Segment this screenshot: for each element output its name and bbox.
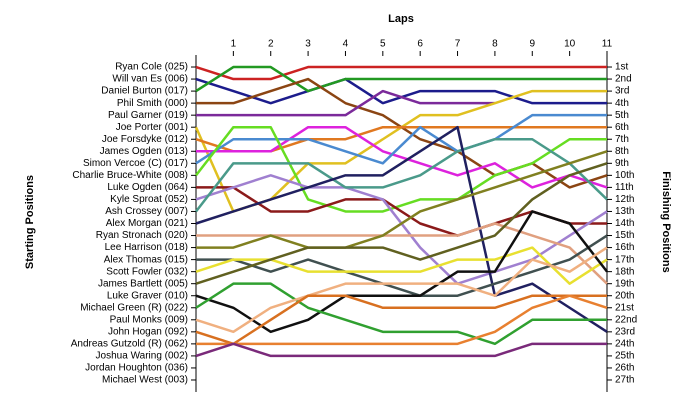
finishing-label: 2nd bbox=[615, 74, 632, 85]
starting-label: James Ogden (013) bbox=[100, 146, 188, 157]
starting-label: Phil Smith (000) bbox=[117, 98, 188, 109]
position-line bbox=[196, 125, 608, 189]
finishing-label: 5th bbox=[615, 110, 629, 121]
starting-label: Joe Forsdyke (012) bbox=[102, 134, 188, 145]
starting-label: Luke Ogden (064) bbox=[107, 182, 188, 193]
starting-label: Will van Es (006) bbox=[112, 74, 188, 85]
starting-label: Paul Garner (019) bbox=[108, 110, 188, 121]
y-axis-label-right: Finishing Positions bbox=[660, 171, 672, 272]
x-tick-label: 11 bbox=[602, 39, 613, 50]
starting-label: Simon Vercoe (C) (017) bbox=[83, 158, 188, 169]
x-tick-label: 5 bbox=[380, 39, 386, 50]
starting-label: Joe Porter (001) bbox=[116, 122, 188, 133]
starting-label: Michael Green (R) (022) bbox=[80, 302, 188, 313]
starting-label: Charlie Bruce-White (008) bbox=[72, 170, 188, 181]
position-line bbox=[195, 137, 608, 213]
position-line bbox=[195, 246, 608, 334]
finishing-label: 3rd bbox=[615, 86, 629, 97]
x-tick-label: 2 bbox=[268, 39, 274, 50]
finishing-label: 13th bbox=[615, 206, 634, 217]
starting-label: Ash Crossey (007) bbox=[105, 206, 188, 217]
position-line bbox=[196, 234, 608, 297]
finishing-label: 19th bbox=[615, 278, 634, 289]
starting-label: Alex Morgan (021) bbox=[106, 218, 188, 229]
position-line bbox=[195, 246, 608, 285]
finishing-label: 23rd bbox=[615, 326, 635, 337]
starting-label: Scott Fowler (032) bbox=[106, 266, 188, 277]
position-line bbox=[196, 222, 608, 285]
starting-label: Joshua Waring (002) bbox=[96, 351, 188, 362]
finishing-label: 6th bbox=[615, 122, 629, 133]
finishing-label: 22nd bbox=[615, 314, 637, 325]
starting-label: Paul Monks (009) bbox=[110, 314, 188, 325]
position-line bbox=[195, 210, 608, 334]
starting-label: Daniel Burton (017) bbox=[101, 86, 188, 97]
position-line bbox=[195, 113, 607, 165]
starting-label: Kyle Sproat (052) bbox=[110, 194, 188, 205]
finishing-label: 12th bbox=[615, 194, 634, 205]
finishing-label: 26th bbox=[615, 363, 634, 374]
position-line bbox=[195, 65, 607, 93]
position-line bbox=[195, 125, 608, 333]
finishing-label: 27th bbox=[615, 375, 634, 386]
x-tick-label: 4 bbox=[343, 39, 349, 50]
finishing-label: 25th bbox=[615, 351, 634, 362]
finishing-label: 16th bbox=[615, 242, 634, 253]
starting-label: Ryan Stronach (020) bbox=[96, 230, 188, 241]
starting-label: Alex Thomas (015) bbox=[104, 254, 188, 265]
finishing-label: 18th bbox=[615, 266, 634, 277]
position-line bbox=[195, 342, 607, 358]
x-tick-label: 10 bbox=[564, 39, 576, 50]
position-line bbox=[196, 89, 495, 117]
finishing-label: 21st bbox=[615, 302, 634, 313]
x-tick-label: 7 bbox=[455, 39, 461, 50]
starting-label: Luke Graver (010) bbox=[107, 290, 188, 301]
position-line bbox=[195, 125, 607, 213]
position-line bbox=[195, 294, 607, 346]
x-tick-label: 6 bbox=[417, 39, 423, 50]
x-tick-label: 9 bbox=[529, 39, 535, 50]
y-axis-label-left: Starting Positions bbox=[24, 175, 36, 269]
finishing-label: 17th bbox=[615, 254, 634, 265]
finishing-label: 1st bbox=[615, 62, 629, 73]
finishing-label: 14th bbox=[615, 218, 634, 229]
finishing-label: 11th bbox=[615, 182, 634, 193]
position-line bbox=[196, 150, 608, 249]
position-line bbox=[196, 294, 608, 346]
starting-label: Jordan Houghton (036) bbox=[85, 363, 188, 374]
finishing-label: 7th bbox=[615, 134, 629, 145]
finishing-label: 20th bbox=[615, 290, 634, 301]
starting-label: James Bartlett (005) bbox=[98, 278, 188, 289]
finishing-label: 24th bbox=[615, 339, 634, 350]
x-tick-label: 3 bbox=[305, 39, 311, 50]
starting-label: Lee Harrison (018) bbox=[105, 242, 188, 253]
finishing-label: 10th bbox=[615, 170, 634, 181]
position-line bbox=[195, 282, 607, 346]
starting-label: John Hogan (092) bbox=[108, 326, 188, 337]
finishing-label: 4th bbox=[615, 98, 629, 109]
x-tick-label: 8 bbox=[492, 39, 498, 50]
finishing-label: 9th bbox=[615, 158, 629, 169]
position-line bbox=[195, 162, 608, 285]
position-line bbox=[195, 65, 607, 81]
finishing-label: 15th bbox=[615, 230, 634, 241]
starting-label: Michael West (003) bbox=[102, 375, 188, 386]
starting-label: Andreas Gutzold (R) (062) bbox=[71, 339, 188, 350]
starting-label: Ryan Cole (025) bbox=[115, 62, 188, 73]
finishing-label: 8th bbox=[615, 146, 629, 157]
x-tick-label: 1 bbox=[231, 39, 237, 50]
chart-title: Laps bbox=[388, 13, 414, 25]
